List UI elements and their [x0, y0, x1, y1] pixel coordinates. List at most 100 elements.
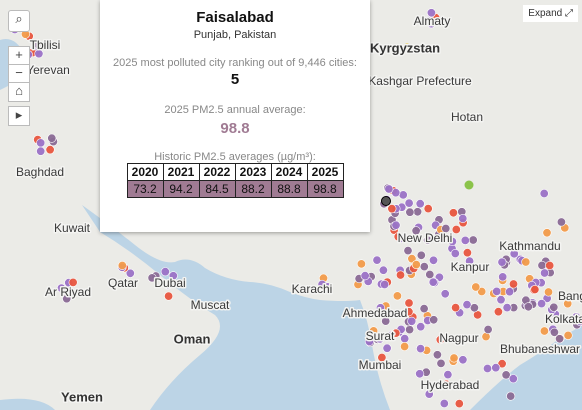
city-dot[interactable] — [508, 279, 518, 289]
city-dot[interactable] — [147, 273, 157, 283]
city-dot[interactable] — [508, 374, 518, 384]
city-dot[interactable] — [563, 330, 573, 340]
city-dot[interactable] — [506, 391, 516, 401]
city-dot[interactable] — [36, 146, 46, 156]
city-dot[interactable] — [369, 326, 379, 336]
city-dot[interactable] — [555, 334, 565, 344]
expand-label[interactable]: Expand — [528, 8, 563, 19]
city-dot[interactable] — [441, 379, 451, 389]
city-dot[interactable] — [45, 145, 55, 155]
city-dot[interactable] — [464, 180, 474, 190]
city-dot[interactable] — [423, 235, 433, 245]
city-dot[interactable] — [404, 307, 414, 317]
city-dot[interactable] — [502, 303, 512, 313]
expand-button[interactable]: Expand ⤢ — [523, 5, 578, 22]
city-dot[interactable] — [407, 316, 417, 326]
city-dot[interactable] — [423, 204, 433, 214]
city-dot[interactable] — [404, 198, 414, 208]
city-dot[interactable] — [563, 299, 573, 309]
city-dot[interactable] — [521, 257, 531, 267]
city-dot[interactable] — [428, 255, 438, 265]
city-dot[interactable] — [425, 269, 435, 279]
city-dot[interactable] — [47, 133, 57, 143]
city-dot[interactable] — [491, 363, 501, 373]
city-dot[interactable] — [402, 43, 412, 53]
city-dot[interactable] — [426, 8, 436, 18]
city-dot[interactable] — [549, 302, 559, 312]
city-dot[interactable] — [454, 399, 464, 409]
city-dot[interactable] — [460, 235, 470, 245]
city-dot[interactable] — [462, 300, 472, 310]
city-dot[interactable] — [448, 208, 458, 218]
city-dot[interactable] — [391, 188, 401, 198]
selected-city[interactable] — [381, 196, 391, 206]
city-dot[interactable] — [68, 277, 78, 287]
city-dot[interactable] — [428, 277, 438, 287]
city-dot[interactable] — [537, 260, 547, 270]
city-dot[interactable] — [392, 291, 402, 301]
city-dot[interactable] — [411, 226, 421, 236]
city-dot[interactable] — [465, 256, 475, 266]
city-dot[interactable] — [375, 303, 385, 313]
city-dot[interactable] — [497, 359, 507, 369]
city-dot[interactable] — [501, 370, 511, 380]
city-dot[interactable] — [168, 271, 178, 281]
city-dot[interactable] — [381, 316, 391, 326]
city-dot[interactable] — [163, 280, 173, 290]
city-dot[interactable] — [117, 260, 127, 270]
city-dot[interactable] — [125, 268, 135, 278]
city-dot[interactable] — [419, 304, 429, 314]
city-dot[interactable] — [33, 40, 43, 50]
city-dot[interactable] — [403, 246, 413, 256]
city-dot[interactable] — [407, 233, 417, 243]
city-dot[interactable] — [382, 343, 392, 353]
city-dot[interactable] — [387, 204, 397, 214]
city-dot[interactable] — [450, 249, 460, 259]
city-dot[interactable] — [493, 307, 503, 317]
city-dot[interactable] — [432, 350, 442, 360]
city-dot[interactable] — [483, 324, 493, 334]
city-dot[interactable] — [380, 279, 390, 289]
city-dot[interactable] — [441, 224, 451, 234]
city-dot[interactable] — [400, 341, 410, 351]
city-dot[interactable] — [436, 358, 446, 368]
city-dot[interactable] — [571, 312, 581, 322]
city-dot[interactable] — [393, 232, 403, 242]
city-dot[interactable] — [36, 138, 46, 148]
city-dot[interactable] — [540, 268, 550, 278]
city-dot[interactable] — [416, 250, 426, 260]
city-dot[interactable] — [395, 270, 405, 280]
city-dot[interactable] — [378, 265, 388, 275]
city-dot[interactable] — [496, 295, 506, 305]
zoom-in[interactable]: + — [8, 46, 30, 66]
city-dot[interactable] — [356, 259, 366, 269]
city-dot[interactable] — [416, 322, 426, 332]
city-dot[interactable] — [405, 207, 415, 217]
city-dot[interactable] — [404, 298, 414, 308]
city-dot[interactable] — [372, 255, 382, 265]
city-dot[interactable] — [435, 335, 445, 345]
city-dot[interactable] — [439, 398, 449, 408]
city-dot[interactable] — [497, 257, 507, 267]
city-dot[interactable] — [424, 389, 434, 399]
city-dot[interactable] — [423, 16, 433, 26]
city-dot[interactable] — [164, 291, 174, 301]
city-dot[interactable] — [364, 336, 374, 346]
city-dot[interactable] — [451, 225, 461, 235]
city-dot[interactable] — [530, 284, 540, 294]
city-dot[interactable] — [34, 49, 44, 59]
city-dot[interactable] — [449, 353, 459, 363]
city-dot[interactable] — [419, 262, 429, 272]
city-dot[interactable] — [462, 248, 472, 258]
pan-button[interactable]: ▸ — [8, 106, 30, 126]
city-dot[interactable] — [509, 249, 519, 259]
city-dot[interactable] — [537, 299, 547, 309]
city-dot[interactable] — [542, 228, 552, 238]
city-dot[interactable] — [539, 326, 549, 336]
city-dot[interactable] — [405, 325, 415, 335]
city-dot[interactable] — [429, 315, 439, 325]
city-dot[interactable] — [416, 344, 426, 354]
city-dot[interactable] — [391, 328, 401, 338]
city-dot[interactable] — [458, 214, 468, 224]
city-dot[interactable] — [377, 352, 387, 362]
